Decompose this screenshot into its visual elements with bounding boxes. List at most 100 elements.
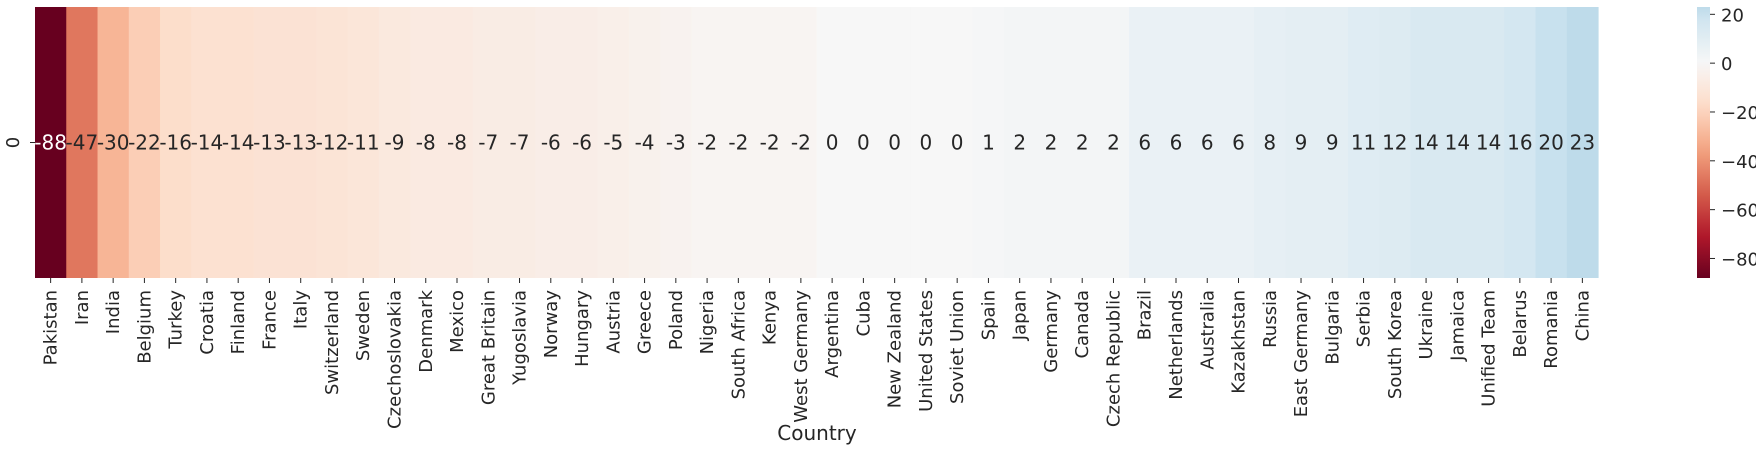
heatmap-cell	[1004, 7, 1036, 278]
heatmap-cell	[1316, 7, 1349, 278]
cell-value-label: 0	[888, 131, 901, 155]
x-tick-label: Germany	[1041, 290, 1062, 373]
heatmap-cell	[35, 7, 67, 278]
colorbar-gradient	[1697, 7, 1710, 278]
x-tick-label: Denmark	[416, 289, 437, 372]
cell-value-label: -2	[728, 131, 748, 155]
x-tick-label: India	[103, 290, 124, 334]
heatmap-cell	[910, 7, 943, 278]
heatmap-cell	[160, 7, 192, 278]
cell-value-label: -4	[635, 131, 655, 155]
x-tick-label: Unified Team	[1479, 290, 1500, 407]
heatmap-cell	[441, 7, 474, 278]
cell-value-label: -88	[34, 131, 67, 155]
x-tick-label: Switzerland	[322, 290, 343, 395]
x-tick-label: Belarus	[1510, 290, 1531, 358]
heatmap-cell	[847, 7, 880, 278]
cell-value-label: -2	[760, 131, 780, 155]
x-tick-label: Norway	[541, 290, 562, 359]
heatmap-cell	[941, 7, 974, 278]
cell-value-label: -5	[603, 131, 623, 155]
x-tick-label: Kenya	[760, 290, 781, 345]
cell-value-label: 6	[1232, 131, 1245, 155]
colorbar-tick-label: −80	[1721, 249, 1756, 270]
heatmap-cell	[253, 7, 286, 278]
heatmap-cell	[1222, 7, 1255, 278]
x-tick-label: Finland	[228, 290, 249, 354]
x-tick-label: New Zealand	[885, 290, 906, 408]
column-tick-labels: Pakistan Iran India Belgium Turkey Croatia Fin…	[41, 278, 1593, 429]
x-tick-label: Yugoslavia	[510, 290, 531, 386]
x-tick-label: Argentina	[822, 290, 843, 378]
cell-value-label: 14	[1413, 131, 1438, 155]
heatmap-cell	[472, 7, 505, 278]
x-tick-label: Soviet Union	[947, 290, 968, 404]
x-tick-label: Jamaica	[1447, 290, 1468, 362]
x-tick-label: United States	[916, 290, 937, 412]
cell-value-label: 6	[1201, 131, 1214, 155]
heatmap-cell	[1129, 7, 1161, 278]
x-tick-label: Mexico	[447, 290, 468, 353]
heatmap-cell	[347, 7, 380, 278]
x-tick-label: Italy	[291, 290, 312, 329]
heatmap-cell	[1441, 7, 1474, 278]
cell-value-label: -6	[541, 131, 561, 155]
cell-value-label: 9	[1326, 131, 1339, 155]
x-axis-label: Country	[777, 421, 857, 445]
x-tick-label: Sweden	[353, 290, 374, 361]
x-tick-label: Serbia	[1354, 290, 1375, 347]
x-tick-label: South Korea	[1385, 290, 1406, 399]
heatmap-cell	[1285, 7, 1318, 278]
cell-value-label: -11	[347, 131, 380, 155]
heatmap-cell	[660, 7, 693, 278]
x-tick-label: Spain	[978, 290, 999, 340]
x-tick-label: Canada	[1072, 290, 1093, 359]
cell-value-label: -2	[791, 131, 811, 155]
y-tick-label: 0	[3, 137, 24, 148]
cell-value-label: -14	[191, 131, 224, 155]
heatmap-cell	[1566, 7, 1599, 278]
x-tick-label: France	[259, 290, 280, 350]
x-tick-label: Great Britain	[478, 290, 499, 405]
heatmap-cell	[535, 7, 568, 278]
colorbar-tick-label: −20	[1721, 103, 1756, 124]
cell-value-label: -12	[316, 131, 349, 155]
x-tick-label: West Germany	[791, 290, 812, 423]
cell-value-label: 14	[1476, 131, 1501, 155]
heatmap-cell	[628, 7, 661, 278]
heatmap-cell	[597, 7, 630, 278]
heatmap-cell	[1160, 7, 1193, 278]
colorbar-tick-label: 20	[1721, 5, 1744, 26]
heatmap-cell	[1191, 7, 1224, 278]
cell-value-label: 0	[857, 131, 870, 155]
x-tick-label: Belgium	[134, 290, 155, 364]
cell-value-label: -8	[447, 131, 467, 155]
cell-value-label: 2	[1107, 131, 1120, 155]
cell-value-label: 0	[951, 131, 964, 155]
heatmap-cell	[691, 7, 724, 278]
heatmap-cell	[785, 7, 818, 278]
cell-value-label: 2	[1076, 131, 1089, 155]
cell-value-label: 2	[1045, 131, 1058, 155]
heatmap-cell	[378, 7, 411, 278]
cell-value-label: 16	[1507, 131, 1532, 155]
cell-value-label: 20	[1538, 131, 1563, 155]
colorbar: 20 0 −20 −40 −60 −80	[1697, 5, 1756, 278]
heatmap-cell	[816, 7, 849, 278]
heatmap-cell	[566, 7, 599, 278]
heatmap-cell	[722, 7, 755, 278]
heatmap-cell	[1410, 7, 1443, 278]
heatmap-cell	[66, 7, 99, 278]
cell-value-label: 6	[1170, 131, 1183, 155]
heatmap-cell	[1535, 7, 1568, 278]
cell-value-label: 9	[1295, 131, 1308, 155]
cell-value-label: 12	[1382, 131, 1407, 155]
cell-value-label: -14	[222, 131, 255, 155]
heatmap-cell	[503, 7, 536, 278]
cell-value-label: 14	[1445, 131, 1470, 155]
x-tick-label: Hungary	[572, 290, 593, 367]
x-tick-label: Bulgaria	[1322, 290, 1343, 365]
x-tick-label: Iran	[72, 290, 93, 325]
x-tick-label: Kazakhstan	[1229, 290, 1250, 394]
